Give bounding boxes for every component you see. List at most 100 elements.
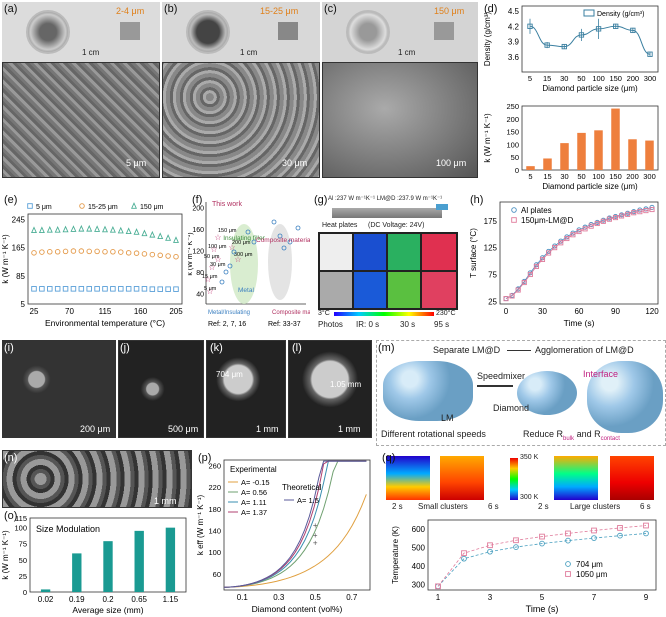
data-point [503,296,509,302]
x-tick-label: 115 [99,307,112,316]
size-c: 150 μm [434,6,465,16]
data-point [165,253,171,259]
sem-image-a [2,62,160,178]
data-point [231,249,237,255]
legend-label: A= -0.15 [241,478,270,487]
label-b: (b) [164,3,178,15]
data-point [539,256,546,262]
data-point [552,245,558,251]
sem-image-i [2,340,116,438]
g-row-photos: Photos [318,320,343,329]
data-point [86,286,92,292]
data-point [118,286,124,292]
bar [134,530,144,592]
sem-scale-c: 100 μm [436,158,467,168]
data-point [251,239,257,245]
point-label: 100 μm [208,244,227,250]
sim-cube-4 [610,456,654,500]
data-point [558,240,564,246]
ir-30s-bottom [388,272,420,308]
data-point [643,208,649,214]
m-speeds: Different rotational speeds [381,429,486,439]
data-point [102,286,108,292]
x-tick-label: 90 [611,307,620,316]
data-point [141,229,148,237]
data-point [54,225,61,233]
data-point [165,234,172,241]
data-point [503,296,509,302]
data-point [70,248,77,254]
m-r-contact: contact [600,435,620,442]
data-point [125,250,132,256]
data-point-marker: + [313,531,318,540]
x-tick-label: 300 [644,74,657,83]
g-heat-plates: Heat plates [322,222,358,229]
m-and: and R [576,429,601,439]
data-point [637,209,643,215]
x-tick-label: 300 [643,172,656,181]
data-point [102,249,108,255]
point-label: 200 μm [232,240,251,246]
x-tick-label: 0.02 [38,595,54,604]
data-point [86,224,93,232]
y-tick-label: 5 [21,300,26,309]
q-tmax: 350 K [520,454,539,461]
data-point [582,226,588,232]
series-line [437,525,647,587]
sem-image-n [2,450,192,508]
sample-cube [278,22,298,40]
data-point [565,530,571,537]
data-point-star: ☆ [206,287,213,296]
sem-scale-i: 200 μm [80,424,111,434]
data-point [546,250,552,256]
x-tick-label: 7 [592,593,597,602]
sem-image-l [288,340,372,438]
data-point [625,211,631,217]
data-point [54,286,61,292]
data-point [277,233,283,239]
chart-title: Size Modulation [36,524,100,534]
x-tick-label: 15 [543,172,551,181]
m-speedmixer: Speedmixer [477,371,526,381]
data-point [165,286,171,292]
sim-colorbar [510,458,518,500]
chart-temperature-vs-time: 300 400 500 600 1 3 5 7 9 Time (s) Temperature (K)… [391,519,657,614]
panel-c [322,2,478,178]
data-point [630,27,636,34]
x-tick-label: 0.7 [346,593,358,602]
data-point [70,225,77,232]
data-point [38,226,45,233]
m-agglomeration: Agglomeration of LM@D [535,345,634,355]
g-row-ir0: IR: 0 s [356,320,380,329]
data-point [62,225,69,233]
data-point [31,286,37,292]
panel-m: Separate LM@D Agglomeration of LM@D Spee… [376,340,666,446]
g-voltage: (DC Voltage: 24V) [368,222,425,229]
x-tick-label: 0.1 [237,593,249,602]
legend-label: 150 μm [140,204,164,211]
label-c: (c) [324,3,337,15]
x-tick-label: 5 [528,74,532,83]
y-tick-label: 40 [196,291,204,298]
x-tick-label: 9 [644,593,649,602]
data-point [281,245,287,251]
y-tick-label: 25 [488,297,497,306]
sem-image-c [322,62,478,178]
data-point [595,26,602,32]
data-point [564,235,570,242]
data-point [79,203,85,209]
data-point [110,286,116,292]
y-tick-label: 75 [19,540,27,549]
sem-scale-a: 5 μm [126,158,147,168]
data-point [133,286,140,292]
y-tick-label: 165 [12,244,26,253]
ir-0s-bottom [354,272,386,308]
data-point [31,250,37,256]
cluster-medium [517,371,577,415]
data-point-star: ☆ [210,245,217,254]
g-tmax: 230°C [436,310,456,317]
ir-30s-top [388,234,420,270]
y-tick-label: 260 [208,461,221,470]
cluster-small [383,361,473,421]
y-tick-label: 3.6 [508,53,520,62]
